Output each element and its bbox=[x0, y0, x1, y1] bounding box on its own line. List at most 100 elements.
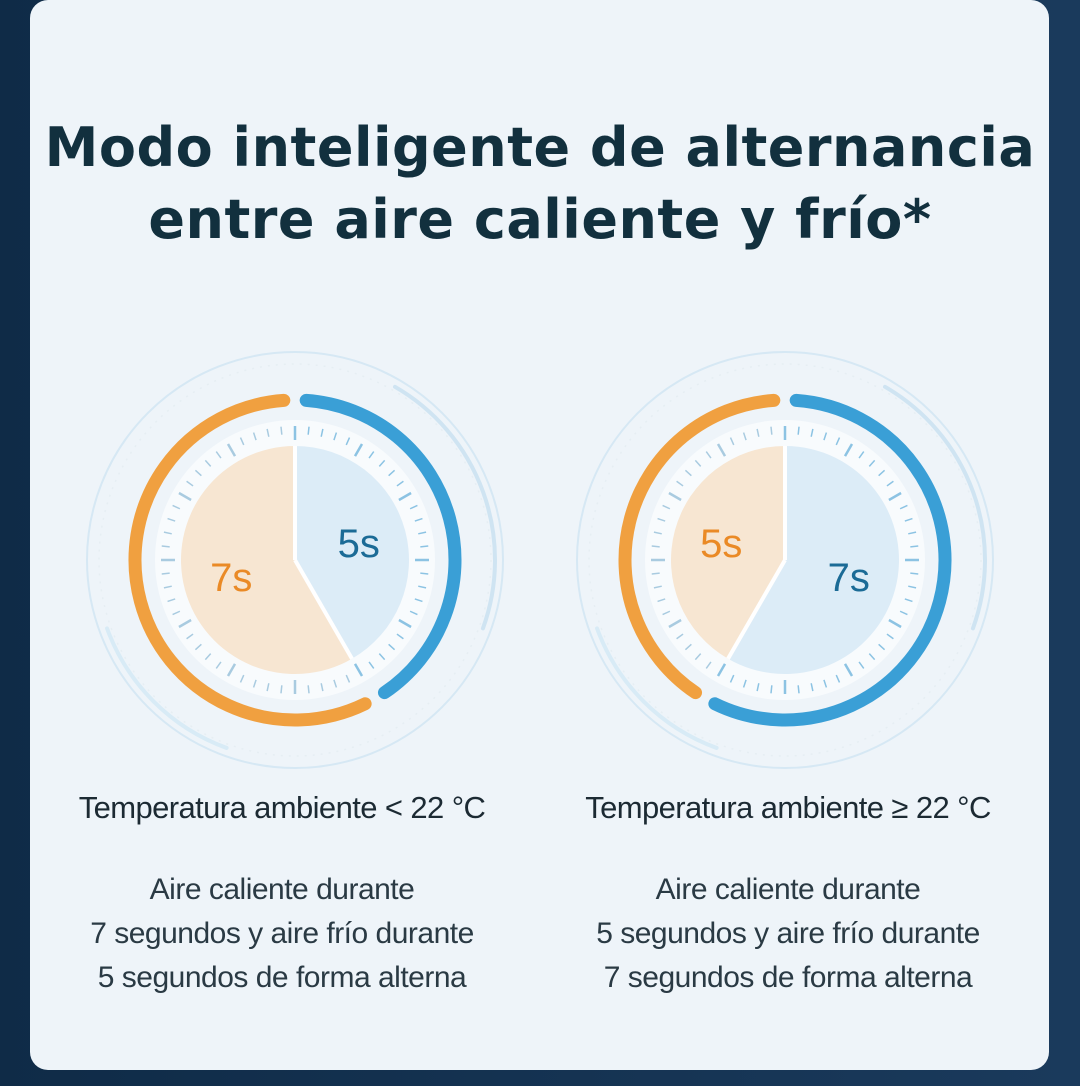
dial-tick bbox=[409, 610, 418, 616]
dial-tick bbox=[797, 685, 800, 694]
dial-tick bbox=[716, 663, 727, 677]
dial-tick bbox=[239, 674, 245, 683]
dial-tick bbox=[676, 633, 684, 640]
dial-tick bbox=[843, 663, 854, 677]
dial-tick bbox=[172, 610, 181, 616]
title-line-2: entre aire caliente y frío* bbox=[148, 188, 932, 251]
dial-tick bbox=[252, 432, 257, 441]
dial-tick bbox=[266, 428, 270, 437]
dial-tick bbox=[797, 426, 800, 435]
dial-tick bbox=[345, 674, 351, 683]
dial-tick bbox=[186, 480, 194, 487]
dial-tick bbox=[886, 633, 894, 640]
dial-tick bbox=[668, 491, 682, 502]
dial-tick bbox=[657, 517, 666, 522]
dial-tick bbox=[418, 585, 427, 589]
dial-tick bbox=[414, 598, 423, 603]
dial-tick bbox=[868, 653, 876, 661]
dial-tick bbox=[910, 545, 919, 548]
dial-tick bbox=[662, 504, 671, 510]
dial-tick bbox=[888, 491, 902, 502]
dial-tick bbox=[398, 491, 412, 502]
dial-tick bbox=[239, 437, 245, 446]
dial-tick bbox=[742, 432, 747, 441]
dial-tick bbox=[353, 663, 364, 677]
description-line: 5 segundos y aire frío durante bbox=[596, 917, 980, 950]
dial-tick bbox=[657, 598, 666, 603]
dial-tick bbox=[676, 480, 684, 487]
hot-arc bbox=[128, 393, 372, 727]
description-line: 5 segundos de forma alterna bbox=[97, 961, 467, 994]
dial-tick bbox=[280, 426, 283, 435]
title-line-1: Modo inteligente de alternancia bbox=[44, 116, 1036, 179]
hot-sector bbox=[181, 446, 352, 674]
dial-tick bbox=[899, 610, 908, 616]
description-line: Aire caliente durante bbox=[655, 873, 921, 906]
dial-tick bbox=[420, 545, 429, 548]
dial-tick bbox=[333, 432, 338, 441]
dial-tick bbox=[835, 674, 841, 683]
dial-tick bbox=[163, 585, 172, 589]
dial-tick bbox=[868, 459, 876, 467]
dial-tick bbox=[668, 618, 682, 629]
dial-tick bbox=[194, 643, 202, 651]
dial-tick bbox=[204, 459, 212, 467]
dial-tick bbox=[398, 618, 412, 629]
dial-tick bbox=[653, 585, 662, 589]
halo-arc bbox=[393, 384, 497, 631]
halo-arc bbox=[105, 626, 229, 750]
dial-tick bbox=[843, 443, 854, 457]
dial-tick bbox=[694, 459, 702, 467]
dial-tick bbox=[178, 491, 192, 502]
dial-tick bbox=[226, 663, 237, 677]
dial-tick bbox=[756, 428, 760, 437]
cold-seconds-label: 7s bbox=[828, 556, 870, 600]
hot-seconds-label: 7s bbox=[210, 556, 252, 600]
dial-tick bbox=[378, 653, 386, 661]
dial-tick bbox=[368, 451, 375, 459]
hot-arc bbox=[618, 393, 781, 700]
dial-tick bbox=[878, 469, 886, 477]
dial-tick bbox=[161, 545, 170, 548]
dial-tick bbox=[252, 679, 257, 688]
halo-ring bbox=[588, 363, 982, 757]
dial-tick bbox=[770, 685, 773, 694]
dial-tick bbox=[653, 531, 662, 535]
dial-tick bbox=[178, 618, 192, 629]
description-line: 7 segundos de forma alterna bbox=[603, 961, 973, 994]
dial-tick bbox=[770, 426, 773, 435]
dial-tick bbox=[320, 428, 324, 437]
dial-tick bbox=[307, 685, 310, 694]
mode-description-above-22: Aire caliente durante 5 segundos y aire … bbox=[543, 868, 1033, 1000]
dial-tick bbox=[420, 572, 429, 575]
dial-tick bbox=[194, 469, 202, 477]
halo-arc bbox=[883, 384, 987, 631]
cold-sector bbox=[728, 446, 899, 674]
timer-dial-cold-ambient: 5s 7s bbox=[86, 351, 504, 769]
dial-tick bbox=[684, 643, 692, 651]
dial-tick bbox=[904, 517, 913, 522]
dial-tick bbox=[908, 531, 917, 535]
dial-tick bbox=[810, 683, 814, 692]
dial-tick bbox=[280, 685, 283, 694]
condition-label-below-22: Temperatura ambiente < 22 °C bbox=[78, 790, 486, 825]
dial-tick bbox=[716, 443, 727, 457]
dial-tick bbox=[684, 469, 692, 477]
timer-dial-warm-ambient: 7s 5s bbox=[576, 351, 994, 769]
dial-tick bbox=[858, 661, 865, 669]
dial-tick bbox=[858, 451, 865, 459]
dial-tick bbox=[388, 469, 396, 477]
dial-tick bbox=[418, 531, 427, 535]
mode-description-below-22: Aire caliente durante 7 segundos y aire … bbox=[37, 868, 527, 1000]
dial-tick bbox=[172, 504, 181, 510]
dial-tick bbox=[167, 598, 176, 603]
dial-tick bbox=[409, 504, 418, 510]
dial-tick bbox=[888, 618, 902, 629]
dial-tick bbox=[651, 572, 660, 575]
dial-tick bbox=[705, 451, 712, 459]
cold-arc bbox=[708, 393, 952, 727]
dial-tick bbox=[307, 426, 310, 435]
dial-tick bbox=[835, 437, 841, 446]
sector-divider bbox=[726, 559, 787, 660]
dial-tick bbox=[886, 480, 894, 487]
